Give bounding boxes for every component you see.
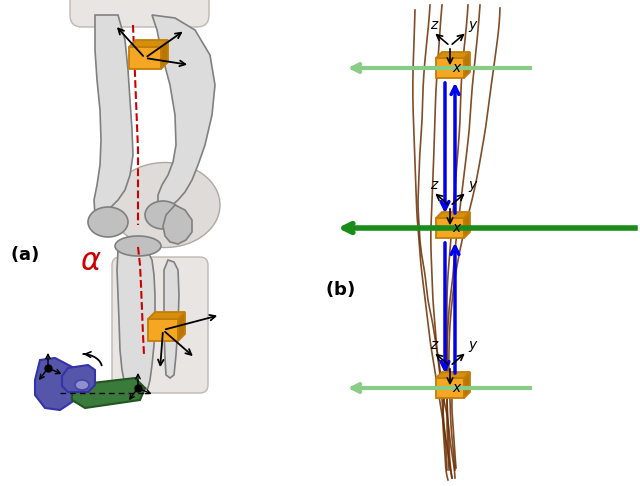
Polygon shape (148, 312, 185, 319)
Polygon shape (161, 40, 168, 69)
Polygon shape (464, 212, 470, 238)
Polygon shape (35, 358, 82, 410)
Polygon shape (436, 378, 464, 398)
Ellipse shape (88, 207, 128, 237)
Text: $\alpha$: $\alpha$ (80, 247, 102, 276)
Text: x: x (452, 221, 460, 235)
Text: $\mathbf{(a)}$: $\mathbf{(a)}$ (10, 244, 39, 264)
Text: z: z (431, 18, 438, 32)
Text: y: y (468, 178, 476, 192)
Polygon shape (436, 212, 470, 218)
FancyBboxPatch shape (70, 0, 209, 27)
Polygon shape (94, 15, 133, 218)
Polygon shape (129, 47, 161, 69)
Polygon shape (464, 52, 470, 78)
Polygon shape (72, 378, 145, 408)
Polygon shape (436, 218, 464, 238)
Polygon shape (117, 248, 155, 390)
Ellipse shape (110, 162, 220, 247)
Text: z: z (431, 178, 438, 192)
Polygon shape (436, 52, 470, 58)
Text: x: x (452, 381, 460, 395)
Polygon shape (436, 372, 470, 378)
Text: y: y (468, 18, 476, 32)
Ellipse shape (115, 236, 161, 256)
Text: $\mathbf{(b)}$: $\mathbf{(b)}$ (325, 279, 355, 299)
Polygon shape (129, 40, 168, 47)
Polygon shape (148, 319, 178, 341)
Text: y: y (468, 338, 476, 352)
Polygon shape (62, 365, 95, 392)
Text: z: z (431, 338, 438, 352)
Polygon shape (436, 58, 464, 78)
Ellipse shape (75, 380, 89, 390)
Polygon shape (178, 312, 185, 341)
Polygon shape (164, 260, 179, 378)
Polygon shape (152, 15, 215, 210)
Ellipse shape (145, 201, 181, 229)
Text: x: x (452, 61, 460, 75)
FancyBboxPatch shape (112, 257, 208, 393)
Polygon shape (464, 372, 470, 398)
Polygon shape (163, 205, 192, 244)
